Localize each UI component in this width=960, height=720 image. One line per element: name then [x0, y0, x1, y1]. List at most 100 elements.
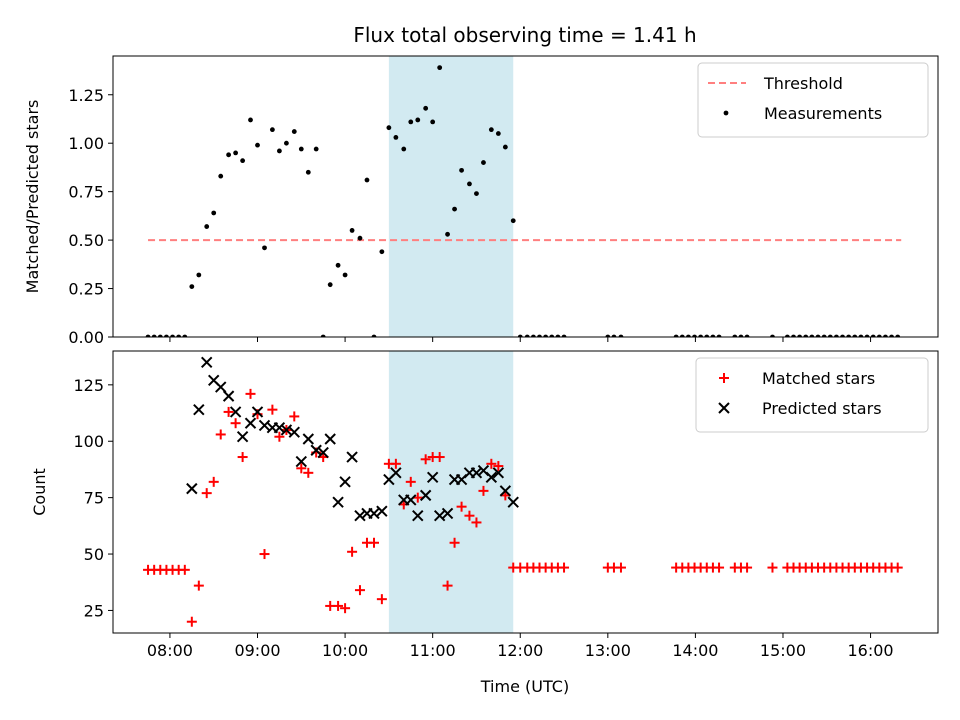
measurement-point: [211, 210, 217, 216]
measurement-point: [852, 334, 858, 337]
measurement-point: [710, 334, 716, 337]
measurement-point: [218, 173, 224, 179]
measurement-point: [277, 148, 282, 154]
measurement-point: [704, 334, 710, 337]
predicted-star-point: [419, 489, 432, 502]
x-stroke-b: [405, 494, 417, 506]
measurement-point: [770, 334, 775, 337]
predicted-star-point: [201, 356, 213, 368]
top-panel: 0.00 0.25 0.50 0.75 1.00 1.25 Matched/Predicte…: [23, 55, 939, 347]
x-tick-label: 11:00: [410, 641, 456, 660]
legend-label-predicted-stars: Predicted stars: [762, 399, 882, 418]
measurement-point: [815, 334, 821, 337]
x-stroke-b: [376, 505, 388, 517]
y-tick-label: 25: [84, 601, 104, 620]
predicted-star-point: [310, 444, 322, 456]
measurement-point: [738, 334, 744, 337]
highlight-band: [388, 56, 514, 337]
predicted-star-point: [433, 509, 446, 522]
measurement-point: [204, 224, 210, 229]
measurement-point: [291, 129, 297, 134]
measurement-point: [467, 181, 472, 187]
legend-label-matched-stars: Matched stars: [762, 369, 875, 388]
measurement-point: [481, 160, 486, 165]
x-stroke-b: [470, 467, 483, 479]
x-stroke-b: [310, 444, 322, 456]
matched-star-point: [456, 501, 467, 512]
measurement-point: [474, 191, 479, 196]
measurement-point: [459, 167, 464, 173]
matched-star-point: [215, 429, 226, 440]
measurement-point: [342, 272, 348, 278]
y-tick-label: 0.50: [68, 231, 104, 250]
bottom-panel: 25 50 75 100 125 08:00 09:00 10:00 11:00 12:00 13:…: [30, 350, 939, 660]
measurement-point: [846, 334, 852, 337]
matched-star-point: [464, 510, 475, 521]
measurement-point: [809, 334, 815, 337]
matched-star-point: [449, 537, 460, 548]
matched-star-point: [442, 580, 453, 591]
x-stroke-b: [324, 433, 336, 445]
predicted-star-point: [346, 451, 358, 463]
measurement-point: [386, 125, 392, 131]
matched-star-point: [340, 603, 351, 614]
y-tick-label: 50: [84, 545, 104, 564]
predicted-star-point: [485, 471, 498, 484]
measurement-point: [834, 334, 839, 337]
predicted-star-point: [251, 406, 264, 418]
predicted-star-point: [332, 496, 344, 508]
x-stroke-b: [507, 496, 519, 508]
top-y-axis-label: Matched/Predicted stars: [23, 100, 42, 294]
measurement-point: [327, 282, 333, 288]
x-stroke-b: [280, 424, 293, 436]
matched-star-point: [230, 418, 241, 429]
measurement-point: [611, 334, 617, 337]
x-stroke-b: [186, 482, 198, 495]
x-stroke-b: [215, 381, 227, 393]
matched-star-point: [742, 562, 753, 573]
x-stroke-b: [244, 417, 257, 429]
measurement-point: [692, 334, 697, 337]
matched-star-point: [420, 454, 431, 465]
measurement-point: [182, 334, 188, 337]
matched-star-point: [303, 467, 314, 478]
predicted-star-point: [441, 507, 454, 520]
predicted-star-point: [215, 381, 227, 393]
measurement-point: [784, 334, 790, 337]
measurement-point: [189, 284, 195, 290]
matched-star-point: [559, 562, 570, 573]
matched-star-point: [274, 431, 285, 442]
predicted-star-point: [507, 496, 519, 508]
measurement-point: [502, 144, 508, 150]
legend-swatch-predicted-stars: [718, 402, 730, 414]
matched-star-point: [259, 549, 270, 560]
measurement-point: [423, 105, 429, 111]
matched-star-point: [354, 585, 365, 596]
measurement-point: [233, 150, 239, 156]
x-stroke-b: [477, 464, 490, 477]
measurement-point: [364, 177, 370, 183]
predicted-star-point: [426, 471, 439, 484]
measurement-point: [357, 235, 363, 241]
x-tick-label: 16:00: [848, 641, 894, 660]
measurement-point: [530, 334, 536, 337]
measurement-point: [226, 152, 232, 158]
measurement-point: [698, 334, 704, 337]
measurement-point: [517, 334, 523, 337]
measurement-point: [298, 146, 304, 152]
measurement-point: [176, 334, 182, 337]
legend-swatch-measurements: [723, 110, 729, 116]
measurement-point: [284, 140, 289, 146]
measurement-point: [803, 334, 809, 337]
x-stroke-b: [251, 406, 264, 418]
predicted-star-point: [499, 485, 512, 497]
x-stroke-b: [354, 509, 366, 522]
x-stroke-b: [492, 467, 505, 479]
measurement-point: [679, 334, 685, 337]
measurement-point: [437, 65, 443, 71]
x-stroke-b: [718, 402, 730, 414]
x-stroke-b: [288, 426, 300, 438]
predicted-star-point: [193, 403, 205, 416]
matched-star-point: [892, 562, 903, 573]
measurement-point: [883, 334, 888, 337]
